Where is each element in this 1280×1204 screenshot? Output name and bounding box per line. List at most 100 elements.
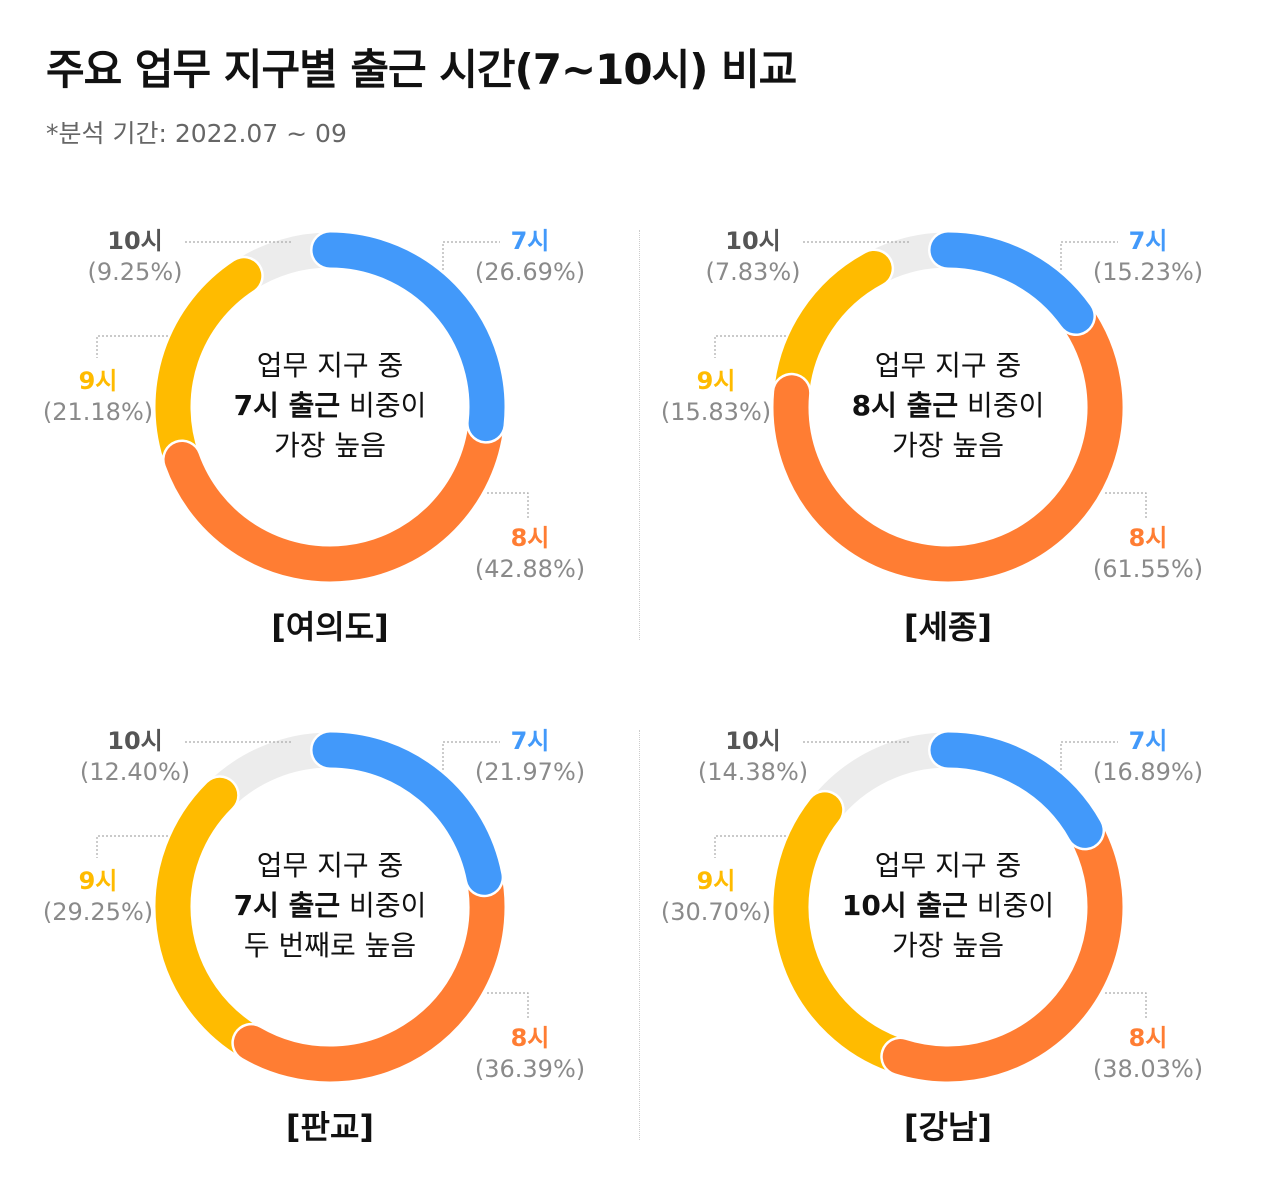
hour-label: 7시 [510, 727, 550, 755]
donut-segment-7시 [930, 232, 1094, 334]
donut-segment-7시 [930, 732, 1103, 848]
donut-svg [714, 230, 1147, 584]
donut-chart: 7시 (21.97%) 8시 (36.39%) 9시 (29.25%) 10시 (12.40%… [0, 500, 620, 1160]
leader-line-7 [1060, 741, 1118, 770]
leader-line-9 [714, 835, 786, 858]
center-text: 업무 지구 중 8시 출근 비중이 가장 높음 [808, 346, 1088, 466]
label-9시: 9시 (21.18%) [28, 366, 168, 428]
center-highlight: 7시 출근 [233, 889, 341, 922]
region-label: [여의도] [271, 608, 389, 646]
label-7시: 7시 (15.23%) [1078, 226, 1218, 288]
donut-segment-8시 [164, 406, 504, 582]
center-line2: 비중이 [340, 889, 427, 922]
label-9시: 9시 (30.70%) [646, 866, 786, 928]
leader-line-9 [96, 335, 168, 358]
center-line2: 비중이 [340, 389, 427, 422]
label-8시: 8시 (61.55%) [1078, 523, 1218, 585]
donut-chart: 7시 (26.69%) 8시 (42.88%) 9시 (21.18%) 10시 (9.25%)… [0, 0, 620, 660]
center-line2: 비중이 [958, 389, 1045, 422]
page-title: 주요 업무 지구별 출근 시간(7~10시) 비교 [46, 45, 797, 94]
region-label: [세종] [903, 608, 993, 646]
percent-label: (16.89%) [1092, 758, 1204, 786]
donut-segment-9시 [773, 792, 918, 1075]
hour-label: 8시 [1128, 1024, 1168, 1052]
leader-line-8 [1105, 492, 1147, 518]
center-line1: 업무 지구 중 [874, 849, 1022, 882]
label-7시: 7시 (26.69%) [460, 226, 600, 288]
center-line3: 가장 높음 [892, 429, 1004, 462]
donut-svg [96, 230, 529, 584]
donut-segment-8시 [773, 298, 1123, 582]
percent-label: (15.83%) [660, 398, 772, 426]
label-7시: 7시 (21.97%) [460, 726, 600, 788]
hour-label: 8시 [510, 1024, 550, 1052]
center-highlight: 8시 출근 [851, 389, 959, 422]
donut-chart: 7시 (15.23%) 8시 (61.55%) 9시 (15.83%) 10시 (7.83%)… [618, 0, 1238, 660]
donut-segment-7시 [312, 732, 502, 895]
percent-label: (61.55%) [1092, 555, 1204, 583]
leader-line-7 [442, 241, 500, 270]
hour-label: 10시 [725, 727, 781, 755]
donut-segment-9시 [155, 258, 262, 478]
hour-label: 8시 [1128, 524, 1168, 552]
center-highlight: 7시 출근 [233, 389, 341, 422]
center-line3: 두 번째로 높음 [243, 929, 417, 962]
hour-label: 9시 [78, 867, 118, 895]
hour-label: 7시 [1128, 727, 1168, 755]
hour-label: 10시 [725, 227, 781, 255]
leader-line-9 [96, 835, 168, 858]
hour-label: 9시 [696, 867, 736, 895]
center-line1: 업무 지구 중 [256, 849, 404, 882]
hour-label: 7시 [1128, 227, 1168, 255]
leader-line-8 [1105, 992, 1147, 1018]
donut-segment-9시 [155, 777, 269, 1061]
center-highlight: 10시 출근 [841, 889, 968, 922]
divider [639, 730, 640, 1140]
hour-label: 10시 [107, 727, 163, 755]
center-line3: 가장 높음 [274, 429, 386, 462]
percent-label: (7.83%) [705, 258, 801, 286]
percent-label: (29.25%) [42, 898, 154, 926]
percent-label: (21.18%) [42, 398, 154, 426]
center-line1: 업무 지구 중 [256, 349, 404, 382]
percent-label: (9.25%) [87, 258, 183, 286]
divider [639, 230, 640, 640]
percent-label: (12.40%) [79, 758, 191, 786]
leader-line-7 [1060, 241, 1118, 270]
percent-label: (38.03%) [1092, 1055, 1204, 1083]
center-line2: 비중이 [967, 889, 1055, 922]
region-label: [판교] [285, 1108, 375, 1146]
hour-label: 7시 [510, 227, 550, 255]
donut-segment-8시 [882, 812, 1123, 1082]
leader-line-8 [487, 992, 529, 1018]
analysis-period: *분석 기간: 2022.07 ~ 09 [46, 119, 347, 148]
leader-line-8 [487, 492, 529, 518]
donut-svg [96, 730, 529, 1084]
percent-label: (15.23%) [1092, 258, 1204, 286]
donut-segment-7시 [312, 232, 505, 442]
leader-line-7 [442, 741, 500, 770]
label-10시: 10시 (9.25%) [65, 226, 205, 288]
center-line3: 가장 높음 [892, 929, 1004, 962]
hour-label: 10시 [107, 227, 163, 255]
percent-label: (42.88%) [474, 555, 586, 583]
label-8시: 8시 (38.03%) [1078, 1023, 1218, 1085]
donut-svg [714, 730, 1147, 1084]
label-9시: 9시 (15.83%) [646, 366, 786, 428]
donut-segment-8시 [233, 859, 505, 1082]
label-8시: 8시 (36.39%) [460, 1023, 600, 1085]
donut-segment-10시 [810, 732, 949, 822]
label-10시: 10시 (7.83%) [683, 226, 823, 288]
percent-label: (26.69%) [474, 258, 586, 286]
percent-label: (36.39%) [474, 1055, 586, 1083]
hour-label: 8시 [510, 524, 550, 552]
percent-label: (21.97%) [474, 758, 586, 786]
label-7시: 7시 (16.89%) [1078, 726, 1218, 788]
region-label: [강남] [903, 1108, 993, 1146]
hour-label: 9시 [78, 367, 118, 395]
donut-chart: 7시 (16.89%) 8시 (38.03%) 9시 (30.70%) 10시 (14.38%… [618, 500, 1238, 1160]
